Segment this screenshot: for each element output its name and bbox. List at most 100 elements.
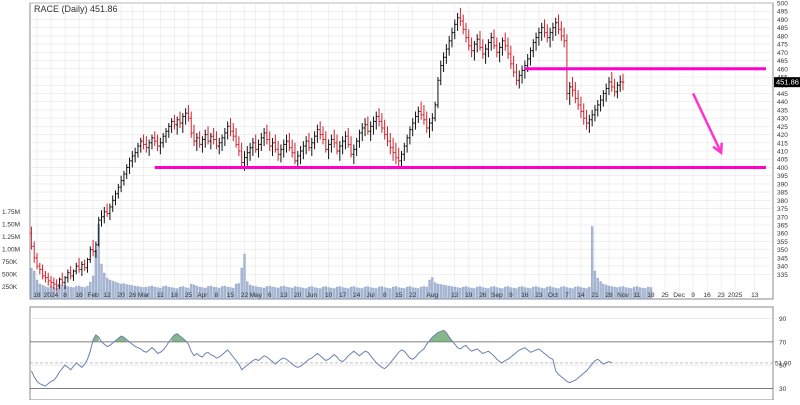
price-tick-label: 460	[777, 66, 788, 73]
price-bar	[114, 190, 117, 206]
date-tick-label: Feb	[87, 292, 99, 299]
volume-bar	[596, 277, 599, 300]
volume-bar	[619, 286, 622, 300]
volume-bar	[223, 285, 226, 300]
volume-bar	[397, 287, 400, 300]
price-bar	[49, 275, 53, 288]
volume-bar	[100, 263, 103, 300]
rsi-current-label: 51.90	[775, 360, 792, 367]
price-bar	[125, 164, 129, 179]
price-bar	[83, 259, 86, 272]
volume-bar	[462, 286, 465, 300]
date-tick-label: 15	[227, 292, 235, 299]
volume-bar	[333, 288, 336, 300]
volume-bar	[523, 287, 526, 300]
volume-bar	[288, 287, 291, 300]
volume-bar	[274, 287, 277, 300]
date-tick-label: 25	[185, 292, 193, 299]
price-tick-label: 445	[777, 91, 788, 98]
volume-bar	[537, 287, 541, 300]
price-bar	[386, 126, 389, 147]
price-bar	[355, 137, 358, 156]
date-tick-label: 7	[565, 292, 569, 299]
volume-bar	[232, 287, 235, 300]
volume-bar	[616, 287, 619, 300]
price-tick-label: 385	[777, 190, 788, 197]
price-bar	[187, 104, 190, 122]
volume-bar	[512, 287, 515, 300]
price-bar	[548, 27, 552, 48]
price-bar	[543, 19, 546, 38]
price-bar	[515, 63, 518, 86]
volume-bar	[134, 285, 137, 300]
volume-bar	[327, 287, 330, 300]
price-bar	[46, 272, 50, 286]
price-bar	[212, 127, 215, 145]
volume-bar	[568, 287, 571, 300]
price-bar	[565, 34, 569, 101]
volume-bar	[142, 287, 145, 300]
date-tick-label: 2024	[44, 292, 59, 299]
volume-bar	[204, 287, 207, 300]
volume-bar	[534, 286, 538, 300]
price-bar	[464, 22, 468, 43]
date-tick-label: 23	[718, 292, 726, 299]
date-tick-label: 16	[521, 292, 529, 299]
price-bar	[184, 108, 187, 125]
volume-bar	[417, 288, 420, 300]
price-bar	[69, 266, 72, 280]
price-bar	[604, 83, 608, 102]
price-bar	[156, 134, 159, 151]
volume-bar	[520, 286, 524, 300]
price-bar	[478, 30, 482, 51]
date-tick-label: 13	[751, 292, 759, 299]
price-bar	[349, 136, 353, 158]
price-bar	[439, 60, 443, 86]
volume-bar	[574, 286, 577, 300]
date-tick-label: 16	[75, 292, 83, 299]
price-bar	[189, 111, 193, 138]
price-tick-label: 415	[777, 140, 788, 147]
volume-bar	[173, 287, 176, 300]
volume-bar	[206, 286, 210, 300]
volume-bar	[75, 286, 78, 300]
last-price-label: 451.86	[776, 78, 799, 87]
volume-bar	[201, 287, 204, 300]
price-bar	[86, 257, 89, 273]
date-tick-label: 8	[215, 292, 219, 299]
price-bar	[217, 137, 221, 155]
volume-bar	[330, 287, 333, 300]
volume-bar	[593, 270, 597, 300]
price-bar	[388, 132, 392, 155]
price-bar	[579, 96, 583, 119]
volume-bar	[69, 286, 72, 300]
volume-bar	[103, 272, 106, 300]
volume-bar	[229, 287, 232, 300]
volume-bar	[215, 287, 218, 300]
price-bar	[139, 137, 143, 153]
price-bar	[153, 131, 157, 147]
price-bar	[621, 73, 625, 91]
volume-bar	[571, 288, 574, 300]
price-bar	[481, 39, 485, 59]
volume-bar	[167, 286, 170, 300]
volume-bar	[366, 286, 369, 300]
price-tick-label: 355	[777, 239, 788, 246]
date-tick-label: Jul	[367, 292, 376, 299]
volume-bar	[498, 287, 501, 300]
price-tick-label: 375	[777, 206, 788, 213]
price-bar	[557, 14, 560, 35]
price-bar	[119, 175, 123, 193]
price-bar	[279, 144, 283, 163]
volume-bar	[77, 285, 81, 300]
price-bar	[585, 109, 588, 130]
price-bar	[159, 137, 162, 155]
volume-bar	[448, 285, 451, 300]
price-bar	[276, 141, 280, 161]
price-bar	[223, 127, 227, 147]
date-tick-label: 6	[268, 292, 272, 299]
price-bar	[310, 137, 314, 156]
volume-bar	[66, 286, 69, 300]
price-bars	[30, 7, 625, 291]
volume-bar	[540, 287, 543, 300]
